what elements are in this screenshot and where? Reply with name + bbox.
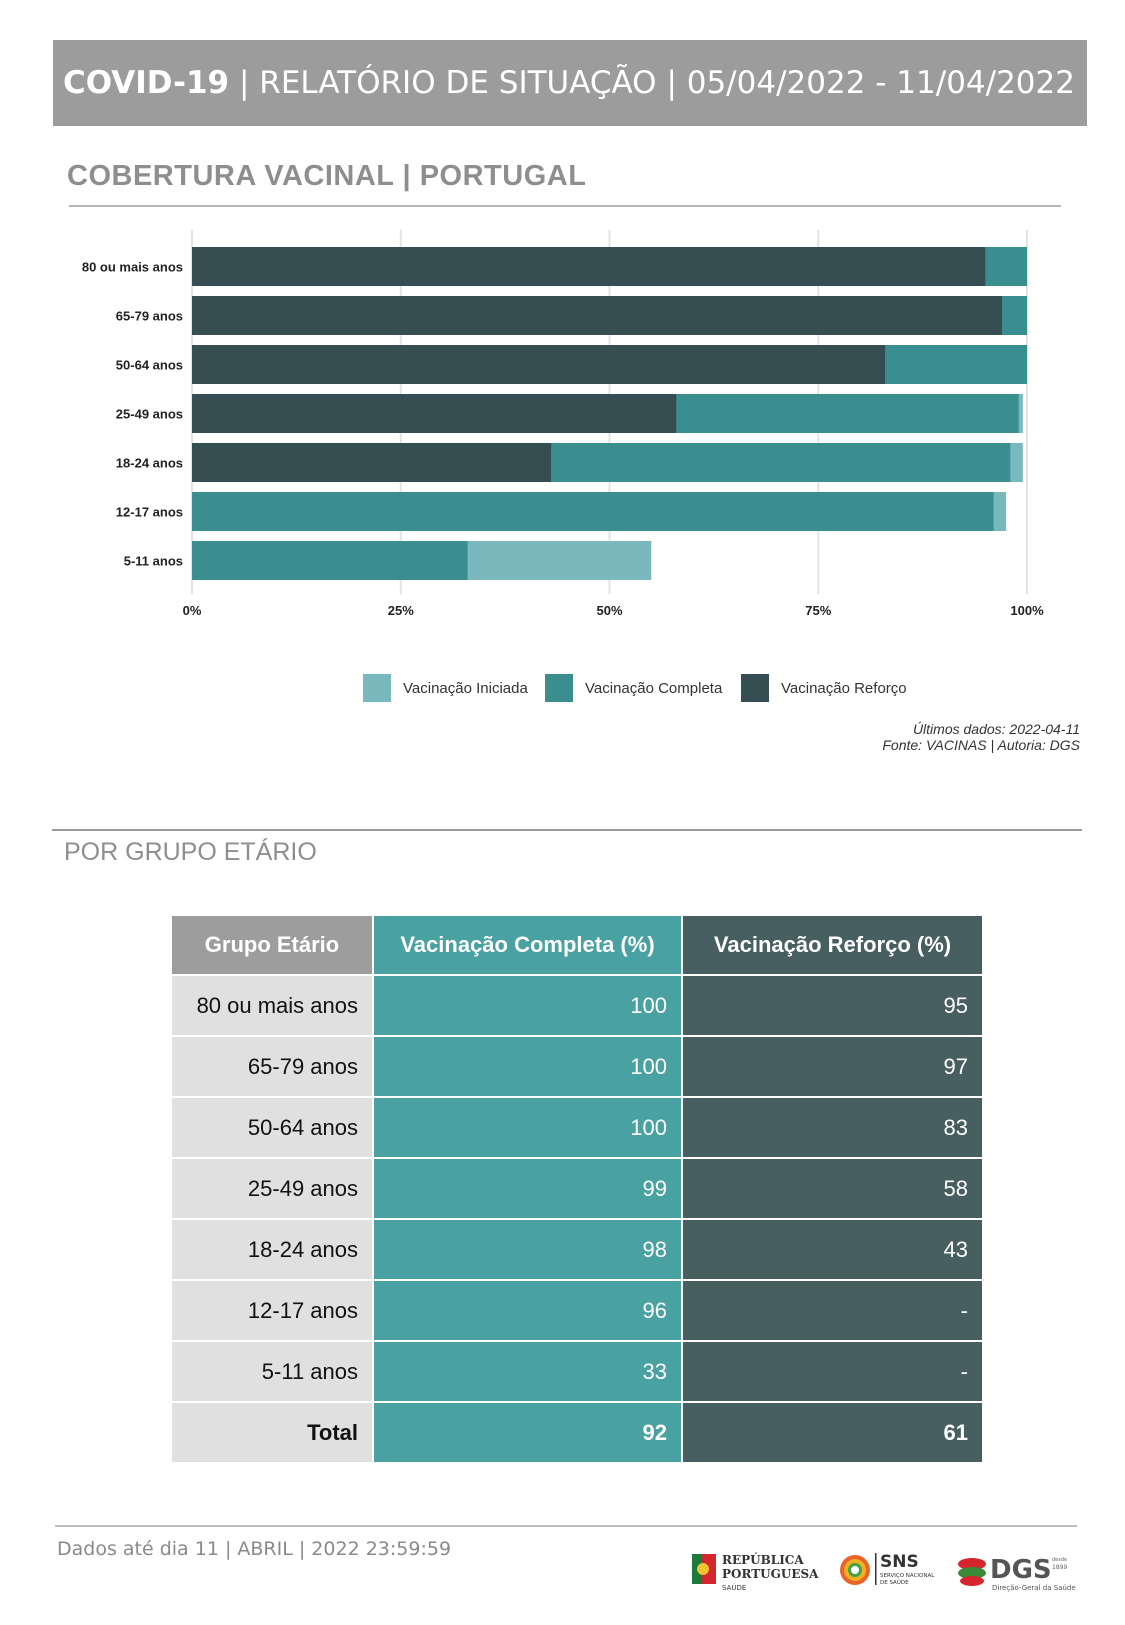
cell-complete: 100 — [373, 1097, 683, 1159]
republica-line1: REPÚBLICA — [722, 1551, 804, 1567]
report-title-rest: | RELATÓRIO DE SITUAÇÃO | 05/04/2022 - 1… — [229, 65, 1075, 101]
cell-booster: - — [682, 1341, 984, 1403]
cell-booster: 95 — [682, 975, 984, 1037]
x-tick-label: 25% — [388, 603, 414, 618]
coverage-bar-chart: 0% 25% 50% 75% 100% 80 ou mais anos 65-79 anos… — [82, 230, 1044, 618]
header-complete: Vacinação Completa (%) — [373, 916, 683, 976]
x-tick-label: 75% — [805, 603, 831, 618]
dgs-since-1: desde — [1052, 1557, 1067, 1563]
header-booster: Vacinação Reforço (%) — [682, 916, 984, 976]
source-last-data: Últimos dados: 2022-04-11 — [912, 721, 1080, 737]
table-row: 18-24 anos 98 43 — [172, 1219, 984, 1281]
x-tick-label: 50% — [596, 603, 622, 618]
y-category-label: 50-64 anos — [116, 358, 183, 373]
cell-age-group: 12-17 anos — [172, 1280, 374, 1342]
bar-reforco — [192, 394, 677, 433]
cell-booster: 97 — [682, 1036, 984, 1098]
cell-booster: 58 — [682, 1158, 984, 1220]
dgs-logo: DGS desde 1899 Direção-Geral da Saúde — [958, 1555, 1076, 1592]
cell-complete: 99 — [373, 1158, 683, 1220]
legend-label-iniciada: Vacinação Iniciada — [403, 680, 528, 697]
dgs-sub: Direção-Geral da Saúde — [992, 1584, 1076, 1592]
cell-complete: 96 — [373, 1280, 683, 1342]
y-category-label: 5-11 anos — [124, 554, 183, 569]
sns-logo: SNS SERVIÇO NACIONAL DE SAÚDE — [840, 1552, 935, 1586]
report-title-bold: COVID-19 — [63, 65, 230, 101]
section-divider-2 — [52, 829, 1082, 831]
y-category-label: 65-79 anos — [116, 309, 183, 324]
bar-completa — [192, 492, 994, 531]
table-row: 80 ou mais anos 100 95 — [172, 975, 984, 1037]
y-category-label: 25-49 anos — [116, 407, 183, 422]
cell-total-booster: 61 — [682, 1402, 984, 1464]
cell-age-group: 50-64 anos — [172, 1097, 374, 1159]
report-title: COVID-19 | RELATÓRIO DE SITUAÇÃO | 05/04… — [63, 40, 1083, 126]
footer-divider — [55, 1525, 1077, 1527]
table-row: 50-64 anos 100 83 — [172, 1097, 984, 1159]
cell-total-label: Total — [172, 1402, 374, 1464]
legend-label-reforco: Vacinação Reforço — [781, 680, 907, 697]
table-row: 5-11 anos 33 - — [172, 1341, 984, 1403]
table-total-row: Total 92 61 — [172, 1402, 984, 1464]
bar-reforco — [192, 247, 986, 286]
cell-complete: 100 — [373, 1036, 683, 1098]
footer-logos: REPÚBLICA PORTUGUESA SAÚDE SNS SERVIÇO N… — [692, 1551, 1076, 1592]
chart-source-note: Últimos dados: 2022-04-11 Fonte: VACINAS… — [882, 721, 1080, 753]
bar-completa — [192, 541, 468, 580]
header-age-group: Grupo Etário — [172, 916, 374, 976]
republica-line3: SAÚDE — [722, 1583, 746, 1592]
bar-reforco — [192, 345, 886, 384]
sns-title: SNS — [880, 1552, 919, 1572]
cell-age-group: 80 ou mais anos — [172, 975, 374, 1037]
source-author: Fonte: VACINAS | Autoria: DGS — [882, 737, 1080, 753]
cell-booster: 43 — [682, 1219, 984, 1281]
dgs-title: DGS — [990, 1555, 1052, 1585]
table-row: 12-17 anos 96 - — [172, 1280, 984, 1342]
y-category-label: 18-24 anos — [116, 456, 183, 471]
cell-age-group: 25-49 anos — [172, 1158, 374, 1220]
coverage-section-title: COBERTURA VACINAL | PORTUGAL — [67, 160, 587, 192]
cell-complete: 98 — [373, 1219, 683, 1281]
cell-booster: - — [682, 1280, 984, 1342]
footer-data-date: Dados até dia 11 | ABRIL | 2022 23:59:59 — [57, 1538, 452, 1560]
cell-age-group: 5-11 anos — [172, 1341, 374, 1403]
cell-age-group: 18-24 anos — [172, 1219, 374, 1281]
bar-reforco — [192, 296, 1002, 335]
age-group-section-title: POR GRUPO ETÁRIO — [64, 838, 317, 866]
republica-line2: PORTUGUESA — [722, 1567, 819, 1581]
dgs-since-2: 1899 — [1052, 1564, 1067, 1571]
table-row: 65-79 anos 100 97 — [172, 1036, 984, 1098]
cell-complete: 33 — [373, 1341, 683, 1403]
vaccination-table: Grupo Etário Vacinação Completa (%) Vaci… — [172, 916, 984, 1464]
republica-portuguesa-logo: REPÚBLICA PORTUGUESA SAÚDE — [692, 1551, 819, 1592]
y-category-label: 80 ou mais anos — [82, 260, 183, 275]
bar-reforco — [192, 443, 552, 482]
legend-label-completa: Vacinação Completa — [585, 680, 723, 697]
cell-booster: 83 — [682, 1097, 984, 1159]
cell-total-complete: 92 — [373, 1402, 683, 1464]
sns-sub2: DE SAÚDE — [880, 1579, 909, 1586]
legend-swatch-completa — [545, 674, 573, 702]
y-category-label: 12-17 anos — [116, 505, 183, 520]
table-row: 25-49 anos 99 58 — [172, 1158, 984, 1220]
section-divider — [69, 205, 1061, 207]
report-header: COVID-19 | RELATÓRIO DE SITUAÇÃO | 05/04… — [53, 40, 1087, 126]
x-tick-label: 100% — [1010, 603, 1044, 618]
legend-swatch-iniciada — [363, 674, 391, 702]
table-header-row: Grupo Etário Vacinação Completa (%) Vaci… — [172, 916, 984, 976]
cell-age-group: 65-79 anos — [172, 1036, 374, 1098]
sns-sub1: SERVIÇO NACIONAL — [880, 1573, 935, 1579]
x-tick-label: 0% — [183, 603, 202, 618]
legend-swatch-reforco — [741, 674, 769, 702]
cell-complete: 100 — [373, 975, 683, 1037]
